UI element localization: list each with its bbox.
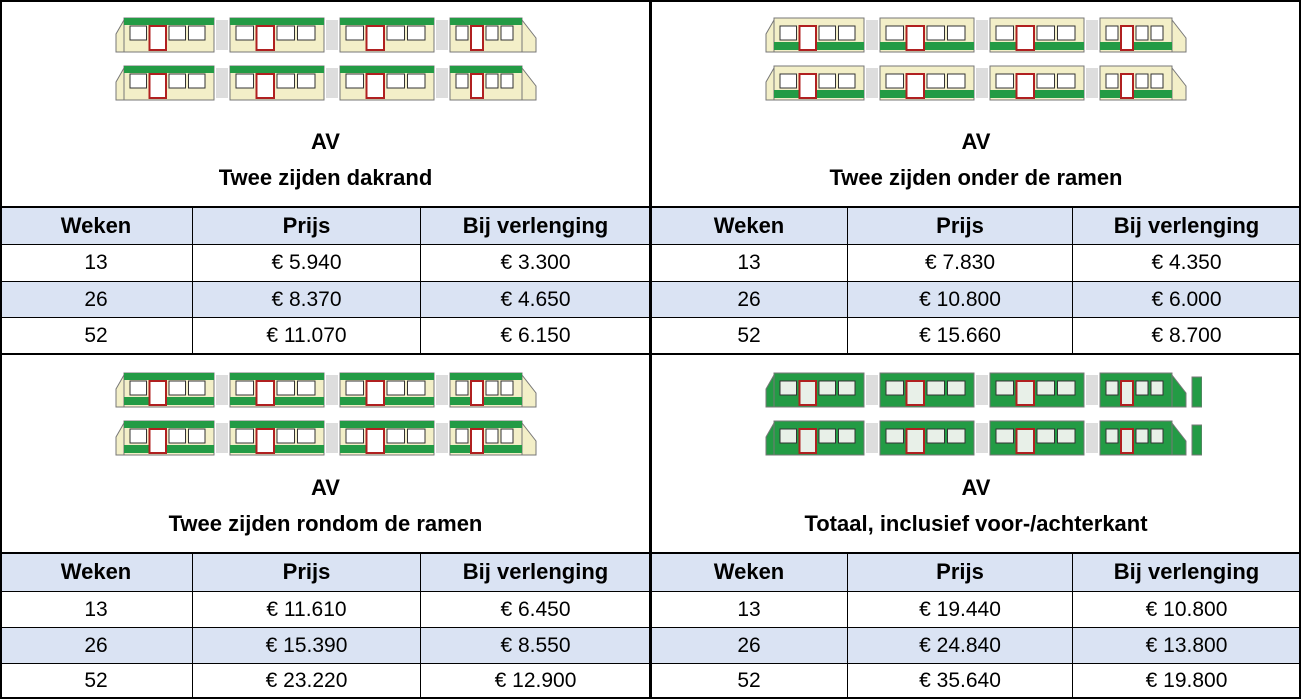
table-cell: € 4.650 [421,282,651,318]
divider [0,206,1301,208]
header-cell: Weken [0,553,193,592]
divider [0,697,1301,699]
panel-title: Twee zijden rondom de ramen [168,511,483,536]
table-cell: 26 [651,628,848,664]
divider [0,0,1301,2]
header-cell: Bij verlenging [421,553,651,592]
table-cell: 13 [651,245,848,282]
table-cell: € 7.830 [848,245,1073,282]
tram-image [115,17,536,101]
table-cell: 26 [651,282,848,318]
table-cell: 52 [0,318,193,355]
table-cell: € 8.700 [1073,318,1301,355]
divider [1299,0,1301,699]
table-cell: € 11.070 [193,318,421,355]
table-cell: € 6.450 [421,592,651,628]
table-cell: € 23.220 [193,664,421,699]
header-cell: Prijs [193,207,421,245]
header-cell: Weken [0,207,193,245]
tram-image [765,17,1187,101]
table-cell: € 15.390 [193,628,421,664]
panel-code: AV [961,475,991,500]
divider [0,552,1301,554]
header-cell: Bij verlenging [1073,207,1301,245]
header-cell: Weken [651,207,848,245]
table-cell: € 6.150 [421,318,651,355]
table-cell: 13 [0,245,193,282]
table-cell: € 3.300 [421,245,651,282]
table-cell: 13 [0,592,193,628]
table-cell: € 5.940 [193,245,421,282]
divider [0,353,1301,355]
header-cell: Bij verlenging [421,207,651,245]
table-cell: € 24.840 [848,628,1073,664]
header-cell: Bij verlenging [1073,553,1301,592]
panel-code: AV [311,475,340,500]
table-cell: € 13.800 [1073,628,1301,664]
table-cell: € 4.350 [1073,245,1301,282]
panel-title: Twee zijden onder de ramen [829,165,1123,190]
panel-title: Totaal, inclusief voor-/achterkant [804,511,1148,536]
header-cell: Prijs [848,553,1073,592]
table-cell: 52 [651,318,848,355]
divider [0,0,2,699]
table-cell: € 11.610 [193,592,421,628]
table-cell: 26 [0,282,193,318]
tram-image [115,372,536,456]
table-cell: € 35.640 [848,664,1073,699]
header-cell: Weken [651,553,848,592]
table-cell: € 15.660 [848,318,1073,355]
panel-title: Twee zijden dakrand [218,165,433,190]
table-cell: 13 [651,592,848,628]
table-cell: € 10.800 [1073,592,1301,628]
table-cell: 52 [651,664,848,699]
panel-code: AV [961,129,991,154]
table-cell: € 19.440 [848,592,1073,628]
panel-code: AV [311,129,340,154]
table-cell: € 6.000 [1073,282,1301,318]
header-cell: Prijs [193,553,421,592]
table-cell: € 10.800 [848,282,1073,318]
table-cell: € 19.800 [1073,664,1301,699]
table-cell: 26 [0,628,193,664]
table-cell: 52 [0,664,193,699]
header-cell: Prijs [848,207,1073,245]
table-cell: € 8.550 [421,628,651,664]
divider [649,0,652,699]
table-cell: € 8.370 [193,282,421,318]
tram-image [765,372,1202,456]
table-cell: € 12.900 [421,664,651,699]
